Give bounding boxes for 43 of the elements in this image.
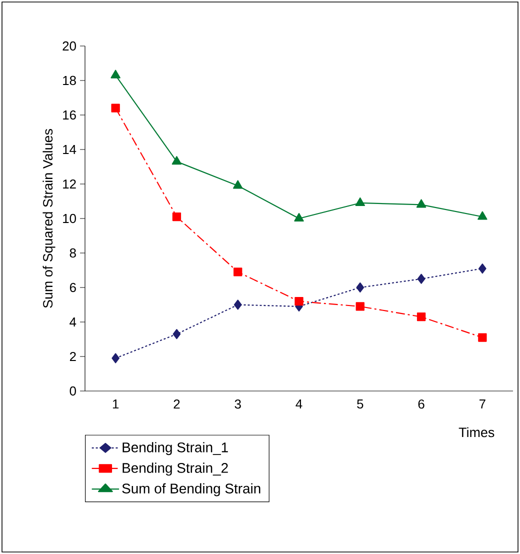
point [234, 268, 242, 276]
y-tick-label: 8 [70, 248, 76, 258]
point [112, 353, 120, 364]
point [478, 211, 488, 220]
point [355, 197, 366, 206]
y-tick-label: 6 [70, 282, 76, 292]
point [417, 274, 426, 284]
point [416, 312, 426, 322]
y-tick-label: 12 [63, 179, 76, 189]
x-tick-label: 3 [234, 399, 241, 409]
point [478, 333, 487, 342]
legend-label: Sum of Bending Strain [122, 483, 260, 496]
point [356, 302, 364, 311]
y-axis-title: Sum of Squared Strain Values [42, 129, 56, 308]
x-tick-label: 1 [112, 400, 119, 408]
point [110, 70, 120, 78]
point [294, 296, 304, 306]
y-tick-label: 2 [70, 352, 76, 362]
x-tick-label: 6 [418, 399, 424, 409]
x-tick-label: 5 [357, 400, 364, 409]
point [234, 300, 242, 310]
point [356, 282, 364, 293]
point [294, 212, 304, 222]
legend-label: Bending Strain_1 [122, 442, 228, 456]
point [172, 212, 182, 222]
x-tick-label: 2 [174, 399, 180, 409]
x-tick-label: 4 [296, 400, 302, 408]
point [172, 329, 181, 340]
y-tick-label: 4 [70, 318, 76, 326]
y-tick-label: 14 [63, 145, 76, 154]
point [232, 180, 243, 189]
y-tick-label: 20 [62, 41, 76, 51]
legend-label: Bending Strain_2 [122, 462, 228, 476]
y-tick-label: 0 [70, 386, 76, 396]
x-axis-title: Times [458, 427, 494, 438]
y-tick-label: 16 [63, 110, 76, 120]
point [416, 199, 426, 208]
point [111, 104, 120, 112]
y-tick-label: 10 [63, 214, 76, 224]
y-tick-label: 18 [63, 76, 76, 86]
point [172, 156, 182, 165]
point [478, 263, 486, 274]
x-tick-label: 7 [479, 400, 486, 408]
